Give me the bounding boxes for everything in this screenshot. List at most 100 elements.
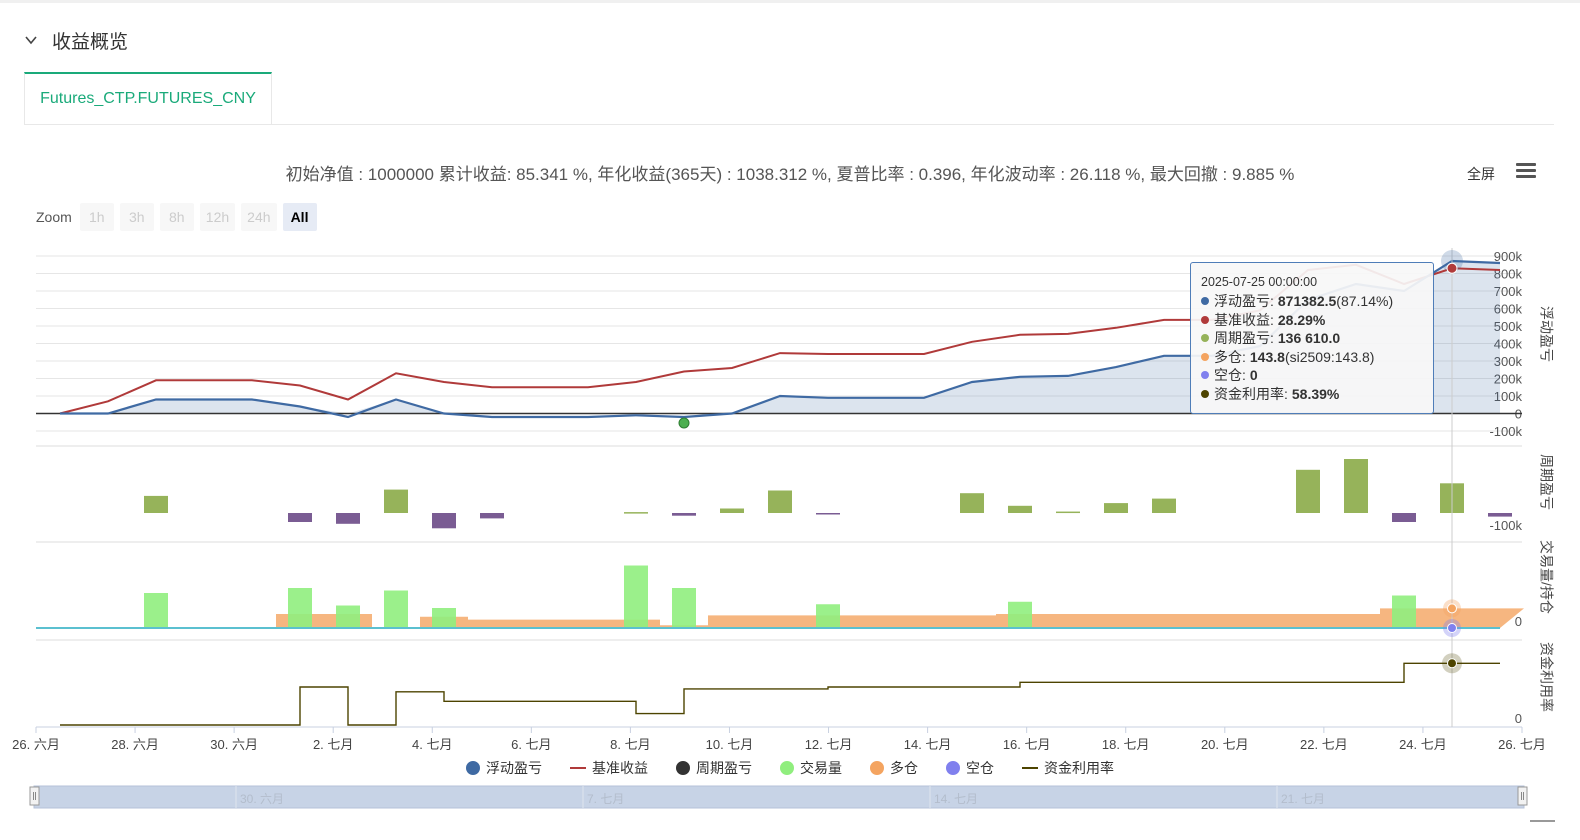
tooltip-label: 浮动盈亏 bbox=[1214, 293, 1270, 310]
legend-marker bbox=[676, 761, 690, 775]
legend-marker bbox=[870, 761, 884, 775]
zoom-8h-button[interactable]: 8h bbox=[159, 203, 194, 231]
hover-point bbox=[1447, 603, 1457, 614]
tab-bar: Futures_CTP.FUTURES_CNY bbox=[24, 72, 1554, 125]
y-tick-label: 900k bbox=[1494, 249, 1523, 264]
period-pl-bar bbox=[384, 489, 408, 513]
menu-icon[interactable] bbox=[1516, 163, 1536, 179]
tooltip-row: 浮动盈亏:871382.5 (87.14%) bbox=[1201, 292, 1423, 311]
section-title: 收益概览 bbox=[52, 31, 129, 53]
period-pl-bar bbox=[144, 495, 168, 513]
fullscreen-button[interactable]: 全屏 bbox=[1467, 166, 1495, 182]
volume-bar bbox=[144, 593, 168, 628]
navigator-label: 30. 六月 bbox=[240, 792, 284, 806]
volume-bar bbox=[1392, 595, 1416, 628]
top-divider bbox=[0, 0, 1580, 3]
x-tick-label: 18. 七月 bbox=[1102, 737, 1150, 752]
navigator-label: 7. 七月 bbox=[587, 792, 624, 806]
x-tick-label: 22. 七月 bbox=[1300, 737, 1348, 752]
panel-title: 资金利用率 bbox=[1538, 642, 1554, 712]
y-tick-label: 500k bbox=[1494, 319, 1523, 334]
navigator-handle[interactable] bbox=[1517, 786, 1528, 806]
hover-point bbox=[1447, 623, 1457, 633]
legend-item[interactable]: 周期盈亏 bbox=[676, 758, 752, 778]
period-pl-bar bbox=[1056, 511, 1080, 514]
period-pl-bar bbox=[1344, 459, 1368, 513]
y-tick-label: 700k bbox=[1494, 284, 1523, 299]
period-pl-bar bbox=[816, 513, 840, 515]
y-tick-label: 200k bbox=[1494, 372, 1523, 387]
legend-label: 基准收益 bbox=[592, 760, 648, 776]
volume-bar bbox=[336, 605, 360, 628]
legend-item[interactable]: 交易量 bbox=[780, 758, 842, 778]
chevron-down-icon[interactable] bbox=[24, 33, 38, 47]
section-header[interactable]: 收益概览 bbox=[24, 26, 128, 54]
legend-item[interactable]: 空仓 bbox=[946, 758, 994, 778]
tooltip-label: 空仓 bbox=[1214, 367, 1242, 384]
legend-item[interactable]: 基准收益 bbox=[570, 758, 648, 778]
y-tick-label: 0 bbox=[1515, 711, 1522, 726]
legend-item[interactable]: 多仓 bbox=[870, 758, 918, 778]
period-pl-bar bbox=[672, 513, 696, 516]
tooltip-value: 58.39% bbox=[1291, 385, 1340, 402]
zoom-all-button[interactable]: All bbox=[282, 203, 317, 231]
zoom-12h-button[interactable]: 12h bbox=[199, 203, 236, 231]
navigator-handle[interactable] bbox=[29, 786, 40, 806]
tooltip-row: 基准收益:28.29% bbox=[1201, 311, 1423, 330]
chart-legend: 浮动盈亏 基准收益 周期盈亏 交易量 多仓 空仓 资金利用率 bbox=[0, 758, 1580, 778]
legend-label: 交易量 bbox=[800, 760, 842, 776]
zoom-bar: Zoom 1h 3h 8h 12h 24h All bbox=[36, 203, 317, 231]
hover-point bbox=[1447, 658, 1457, 669]
y-tick-label: 300k bbox=[1494, 354, 1523, 369]
volume-bar bbox=[432, 608, 456, 628]
y-tick-label: -100k bbox=[1489, 424, 1522, 439]
tooltip-row: 周期盈亏:136 610.0 bbox=[1201, 329, 1423, 348]
period-pl-bar bbox=[768, 490, 792, 513]
tooltip-extra: (si2509:143.8) bbox=[1284, 348, 1375, 365]
y-tick-label: 100k bbox=[1494, 389, 1523, 404]
tooltip-extra: (87.14%) bbox=[1336, 293, 1394, 310]
performance-summary: 初始净值 : 1000000 累计收益: 85.341 %, 年化收益(365天… bbox=[285, 165, 1295, 184]
volume-bar bbox=[1008, 601, 1032, 628]
period-pl-bar bbox=[720, 508, 744, 513]
panel-title: 周期盈亏 bbox=[1538, 454, 1554, 510]
period-pl-bar bbox=[960, 493, 984, 513]
hover-point bbox=[1446, 262, 1458, 274]
legend-item[interactable]: 浮动盈亏 bbox=[466, 758, 542, 778]
volume-bar bbox=[816, 604, 840, 628]
tooltip-value: 871382.5 bbox=[1277, 293, 1337, 310]
period-pl-bar bbox=[480, 513, 504, 519]
zoom-24h-button[interactable]: 24h bbox=[241, 203, 277, 231]
legend-label: 浮动盈亏 bbox=[486, 760, 542, 776]
zoom-1h-button[interactable]: 1h bbox=[79, 203, 114, 231]
legend-label: 空仓 bbox=[966, 760, 994, 776]
period-pl-bar bbox=[336, 513, 360, 524]
long-position-area bbox=[36, 608, 1524, 628]
panel-title: 交易量/持仓 bbox=[1538, 540, 1554, 614]
x-tick-label: 26. 七月 bbox=[1498, 737, 1546, 752]
period-pl-bar bbox=[432, 513, 456, 529]
navigator-label: 21. 七月 bbox=[1281, 792, 1325, 806]
x-tick-label: 30. 六月 bbox=[210, 737, 258, 752]
tooltip-label: 资金利用率 bbox=[1214, 385, 1284, 402]
tooltip-date: 2025-07-25 00:00:00 bbox=[1201, 275, 1318, 289]
zoom-3h-button[interactable]: 3h bbox=[119, 203, 154, 231]
legend-label: 周期盈亏 bbox=[696, 760, 752, 776]
x-tick-label: 4. 七月 bbox=[412, 737, 452, 752]
x-tick-label: 26. 六月 bbox=[12, 737, 60, 752]
legend-item[interactable]: 资金利用率 bbox=[1022, 758, 1114, 778]
tab-futures-ctp[interactable]: Futures_CTP.FUTURES_CNY bbox=[24, 72, 272, 124]
floating-pl-area bbox=[60, 261, 1500, 414]
legend-marker bbox=[466, 761, 480, 775]
period-pl-bar bbox=[288, 513, 312, 522]
x-tick-label: 2. 七月 bbox=[313, 737, 353, 752]
tooltip-label: 基准收益 bbox=[1214, 311, 1270, 328]
y-tick-label: 800k bbox=[1494, 267, 1523, 282]
hover-halo bbox=[1441, 250, 1463, 273]
period-pl-bar bbox=[1296, 469, 1320, 513]
navigator-label: 14. 七月 bbox=[934, 792, 978, 806]
volume-bar bbox=[672, 588, 696, 628]
period-pl-bar bbox=[1008, 505, 1032, 513]
legend-label: 多仓 bbox=[890, 760, 918, 776]
